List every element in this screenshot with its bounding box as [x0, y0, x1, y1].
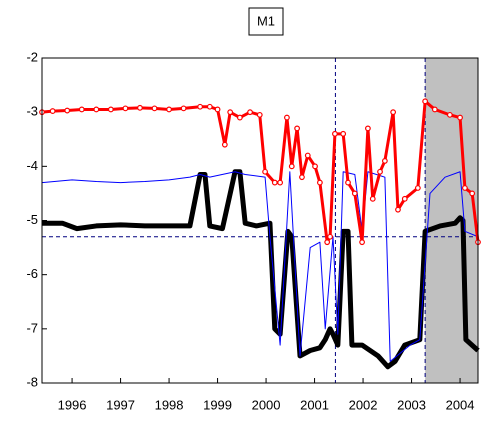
y-tick-label: -2	[26, 49, 38, 64]
x-tick-label: 2004	[446, 397, 475, 412]
series-marker	[462, 185, 468, 191]
series-marker	[262, 168, 268, 175]
series-marker	[151, 105, 158, 112]
series-marker	[401, 195, 408, 202]
series-marker	[345, 179, 351, 186]
x-tick-label: 1997	[106, 397, 135, 412]
series-marker	[304, 152, 311, 159]
series-marker	[93, 106, 100, 113]
x-tick-label: 2002	[349, 397, 378, 412]
x-tick-label: 1998	[155, 397, 184, 412]
series-marker	[197, 103, 204, 110]
series-marker	[166, 106, 172, 113]
series-marker	[395, 206, 401, 213]
y-tick-label: -6	[26, 266, 38, 281]
series-marker	[214, 106, 221, 113]
series-marker	[327, 233, 333, 240]
series-line	[42, 169, 480, 370]
series-marker	[340, 130, 347, 137]
x-tick-label: 2000	[252, 397, 281, 412]
series-marker	[377, 168, 383, 175]
series-marker	[180, 105, 187, 112]
title-box	[248, 7, 284, 36]
series-marker	[64, 107, 71, 114]
series-marker	[446, 111, 453, 118]
series-line	[41, 99, 480, 244]
x-tick-label: 1999	[203, 397, 232, 412]
series-marker	[316, 179, 323, 186]
series-marker	[137, 104, 143, 111]
series-marker	[247, 109, 253, 116]
series-marker	[221, 141, 228, 148]
series-marker	[256, 111, 263, 118]
series-marker	[107, 106, 114, 113]
series-marker	[277, 179, 284, 186]
x-tick-label: 2003	[397, 397, 426, 412]
plot-frame	[41, 57, 479, 384]
series-marker	[284, 114, 290, 121]
series-marker	[431, 106, 438, 113]
series-marker	[457, 114, 463, 121]
series-marker	[122, 105, 129, 112]
series-marker	[294, 125, 301, 132]
series-marker	[206, 103, 213, 110]
series-marker	[351, 190, 358, 197]
y-tick-label: -8	[26, 374, 38, 389]
chart-title: M1	[257, 13, 275, 28]
y-tick-label: -4	[26, 158, 38, 173]
y-tick-label: -5	[26, 212, 38, 227]
series-marker	[78, 106, 85, 113]
series-marker	[236, 114, 243, 121]
series-marker	[369, 195, 376, 202]
y-tick-label: -7	[26, 320, 38, 335]
series-line	[41, 171, 479, 362]
series-marker	[324, 239, 331, 246]
series-marker	[422, 98, 429, 105]
series-marker	[359, 239, 365, 246]
series-marker	[469, 190, 476, 197]
series-marker	[390, 109, 397, 116]
x-tick-label: 1996	[58, 397, 87, 412]
series-marker	[271, 179, 278, 186]
series-marker	[312, 163, 318, 170]
series-marker	[227, 109, 234, 116]
series-marker	[381, 158, 388, 164]
series-marker	[365, 125, 371, 132]
x-tick-label: 2001	[300, 397, 329, 412]
series-marker	[299, 174, 305, 181]
series-marker	[332, 130, 338, 137]
series-marker	[414, 185, 421, 191]
series-marker	[288, 163, 295, 170]
y-tick-label: -3	[26, 104, 38, 119]
series-marker	[49, 108, 56, 114]
